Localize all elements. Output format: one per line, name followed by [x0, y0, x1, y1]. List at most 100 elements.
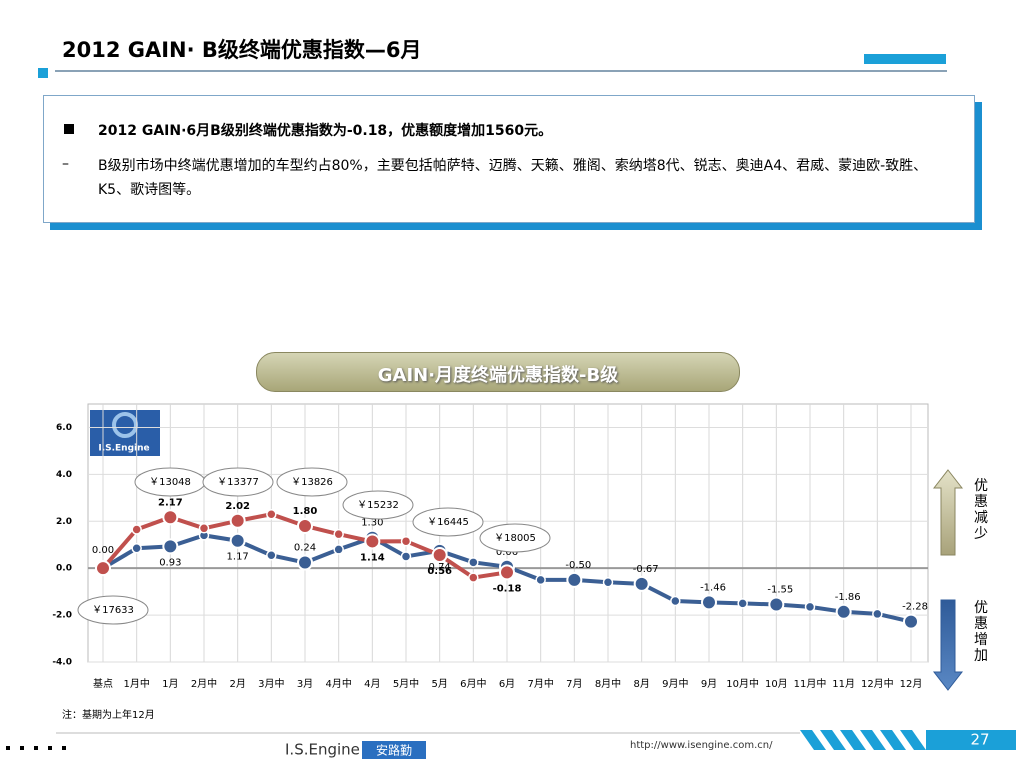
- point: [198, 523, 210, 534]
- x-tick-label: 11月中: [794, 677, 827, 690]
- point: [737, 598, 748, 609]
- bullet-box: [43, 95, 975, 223]
- value-label: 0.93: [159, 557, 181, 568]
- y-tick-label: 2.0: [56, 517, 72, 527]
- url: http://www.isengine.com.cn/: [630, 740, 773, 751]
- point: [333, 544, 344, 555]
- x-tick-label: 8月中: [595, 677, 621, 690]
- x-tick-label: 4月: [364, 678, 380, 690]
- value-label: -2.28: [902, 602, 928, 613]
- x-tick-label: 6月中: [460, 677, 486, 690]
- y-tick-label: 0.0: [56, 564, 72, 574]
- arrow-up: [932, 469, 964, 556]
- logo: [90, 410, 160, 456]
- point: [229, 532, 246, 549]
- point: [835, 603, 852, 620]
- point: [162, 538, 179, 555]
- x-tick-label: 10月中: [726, 677, 759, 690]
- value-label: 0.24: [294, 543, 316, 554]
- callout: [202, 467, 274, 497]
- point: [602, 577, 614, 588]
- point: [633, 575, 650, 592]
- point: [566, 571, 583, 588]
- x-tick-label: 1月: [162, 678, 178, 690]
- value-label: -1.55: [767, 585, 793, 596]
- title-bar: [55, 70, 947, 72]
- logo-text: I.S.Engine: [98, 444, 149, 454]
- slide-title: 2012 GAIN· B级终端优惠指数—6月: [62, 38, 422, 62]
- x-tick-label: 2月: [229, 678, 245, 690]
- bullet: 2012 GAIN·6月B级别终端优惠指数为-0.18，优惠额度增加1560元。: [98, 123, 553, 139]
- x-tick-label: 2月中: [191, 677, 217, 690]
- x-tick-label: 基点: [93, 677, 113, 690]
- value-label: -1.86: [835, 592, 861, 603]
- point: [162, 509, 179, 526]
- value-label: 1.30: [361, 518, 383, 529]
- point: [903, 613, 919, 630]
- x-tick-label: 5月中: [393, 677, 419, 690]
- footer-dots: [6, 746, 66, 750]
- callout-text: ￥15232: [357, 500, 399, 511]
- x-tick-label: 8月: [633, 678, 649, 690]
- bullet: B级别市场中终端优惠增加的车型约占80%，主要包括帕萨特、迈腾、天籁、雅阁、索纳…: [98, 158, 928, 198]
- chart-title-pill: [256, 352, 740, 392]
- point: [131, 524, 142, 535]
- note: 注：基期为上年12月: [62, 708, 155, 721]
- x-tick-label: 3月: [297, 678, 313, 690]
- point: [499, 564, 515, 581]
- point: [872, 608, 883, 620]
- y-tick-label: -4.0: [52, 658, 72, 668]
- point: [431, 547, 448, 564]
- brand-box: [362, 741, 426, 759]
- x-tick-label: 9月中: [662, 677, 688, 690]
- point: [535, 574, 546, 586]
- value-label: 1.80: [293, 506, 318, 517]
- value-label: -0.67: [633, 564, 659, 575]
- point: [333, 528, 344, 540]
- callout: [276, 467, 348, 497]
- point: [400, 535, 412, 547]
- y-tick-label: 4.0: [56, 470, 72, 480]
- value-label: 0.00: [92, 545, 114, 556]
- y-tick-label: -2.0: [52, 611, 72, 621]
- title-mark: [38, 68, 48, 78]
- callout: [342, 490, 414, 520]
- point: [701, 594, 717, 611]
- footer-stripes: [800, 730, 1016, 750]
- x-tick-label: 1月中: [123, 677, 149, 690]
- value-label: -1.46: [700, 582, 726, 593]
- point: [670, 595, 681, 607]
- page-number: 27: [970, 731, 989, 749]
- value-label: 1.17: [227, 552, 249, 563]
- value-label: -0.50: [565, 560, 591, 571]
- callout-text: ￥16445: [427, 517, 469, 528]
- point: [804, 601, 816, 613]
- callout-text: ￥17633: [92, 605, 134, 616]
- side-label: 优惠增加: [974, 600, 988, 664]
- x-tick-label: 12月中: [861, 677, 894, 690]
- callout: [77, 595, 149, 625]
- value-label: 0.56: [427, 566, 452, 577]
- callout-text: ￥13377: [217, 477, 259, 488]
- point: [95, 560, 111, 577]
- value-label: 0.06: [496, 547, 518, 558]
- point: [131, 542, 142, 554]
- point: [468, 572, 479, 583]
- value-label: -0.18: [493, 583, 522, 594]
- point: [468, 557, 479, 568]
- point: [266, 550, 277, 561]
- bullet-icon: [64, 124, 74, 134]
- value-label: 1.14: [360, 552, 385, 563]
- x-tick-label: 7月: [566, 678, 582, 690]
- x-tick-label: 9月: [701, 678, 717, 690]
- value-label: 0.74: [429, 562, 451, 573]
- title-mark: [864, 54, 946, 64]
- callout-text: ￥18005: [494, 533, 536, 544]
- dash: –: [62, 156, 69, 172]
- point: [297, 517, 313, 534]
- callout: [412, 507, 484, 537]
- callout: [479, 523, 551, 553]
- callout-text: ￥13826: [291, 477, 333, 488]
